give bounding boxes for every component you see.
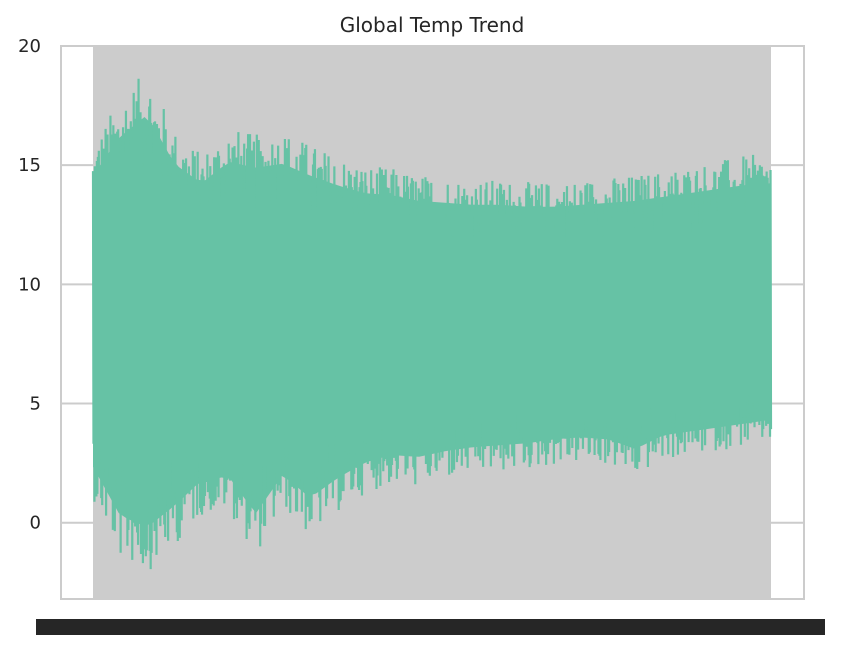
y-axis: 0 5 10 15 20 xyxy=(18,36,41,534)
y-tick-label: 20 xyxy=(18,36,41,57)
series-line-temperature xyxy=(91,78,773,570)
gridlines xyxy=(61,45,804,524)
chart-title: Global Temp Trend xyxy=(340,13,525,37)
y-tick-label: 5 xyxy=(30,394,41,415)
y-tick-label: 0 xyxy=(30,513,41,534)
y-tick-label: 15 xyxy=(18,155,41,176)
x-tick-labels-overlap xyxy=(36,619,825,635)
y-tick-label: 10 xyxy=(18,274,41,295)
series-layer xyxy=(91,78,773,570)
